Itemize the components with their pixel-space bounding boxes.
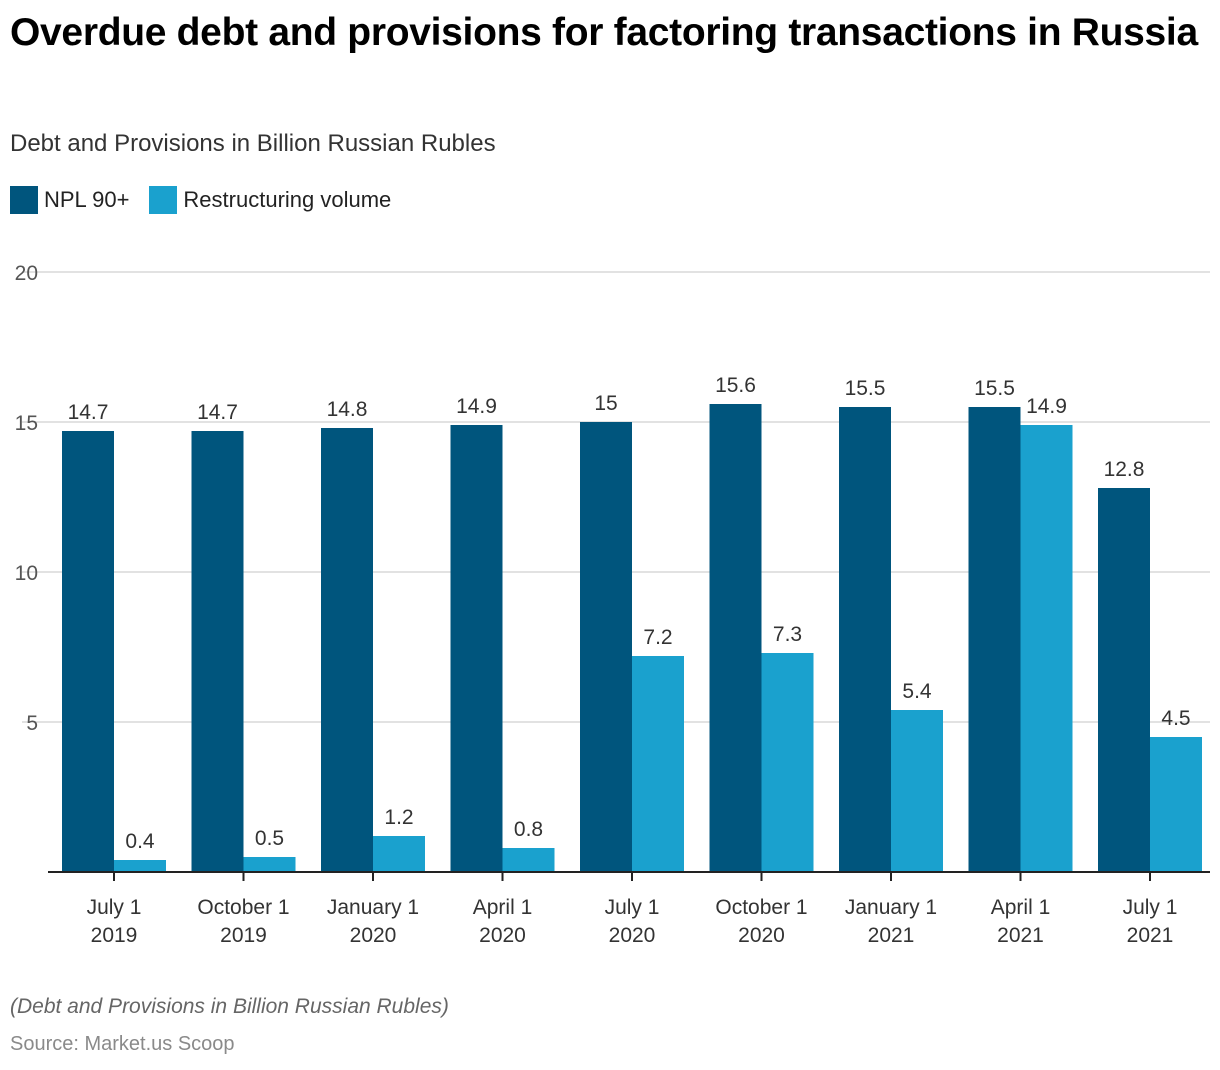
x-tick-label-year: 2021 xyxy=(997,924,1044,947)
data-label: 7.3 xyxy=(773,623,802,646)
x-tick-label-year: 2020 xyxy=(479,924,526,947)
bar-npl xyxy=(191,431,244,872)
chart-title: Overdue debt and provisions for factorin… xyxy=(10,11,1198,54)
bar-restructuring xyxy=(761,653,814,872)
bar-npl xyxy=(321,428,373,872)
bar-restructuring xyxy=(891,710,943,872)
bar-restructuring xyxy=(1150,737,1202,872)
data-label: 4.5 xyxy=(1161,707,1190,730)
data-label: 14.9 xyxy=(456,395,497,418)
y-tick-label: 15 xyxy=(15,412,38,435)
x-tick-label: January 1 xyxy=(327,896,419,919)
y-tick-label: 5 xyxy=(26,712,38,735)
data-label: 15 xyxy=(594,392,617,415)
y-tick-label: 10 xyxy=(15,562,38,585)
bar-restructuring xyxy=(114,860,166,872)
x-tick-label: April 1 xyxy=(473,896,533,919)
bar-restructuring xyxy=(632,656,684,872)
x-tick-label: July 1 xyxy=(87,896,142,919)
data-label: 5.4 xyxy=(902,680,932,703)
x-tick-label: October 1 xyxy=(197,896,289,919)
bar-npl xyxy=(580,422,632,872)
x-tick-label: October 1 xyxy=(715,896,807,919)
footer-note: (Debt and Provisions in Billion Russian … xyxy=(10,995,449,1018)
legend-item-restructuring[interactable]: Restructuring volume xyxy=(149,186,391,214)
data-label: 14.8 xyxy=(327,398,368,421)
bar-restructuring xyxy=(243,857,296,872)
data-label: 15.5 xyxy=(845,377,886,400)
legend-swatch-restructuring xyxy=(149,186,178,214)
bar-restructuring xyxy=(373,836,425,872)
data-label: 14.7 xyxy=(197,401,238,424)
data-label: 14.9 xyxy=(1026,395,1067,418)
bar-npl xyxy=(839,407,891,872)
x-tick-label-year: 2019 xyxy=(220,924,267,947)
x-tick-label-year: 2021 xyxy=(868,924,915,947)
source-text: Source: Market.us Scoop xyxy=(10,1033,235,1055)
bar-npl xyxy=(968,407,1021,872)
x-tick-label: July 1 xyxy=(605,896,660,919)
y-tick-label: 20 xyxy=(15,262,38,285)
bar-restructuring xyxy=(1020,425,1073,872)
x-tick-label-year: 2020 xyxy=(738,924,785,947)
data-label: 12.8 xyxy=(1104,458,1145,481)
bar-npl xyxy=(709,404,762,872)
data-label: 15.6 xyxy=(715,374,756,397)
legend-label-npl: NPL 90+ xyxy=(44,187,130,212)
x-tick-label: July 1 xyxy=(1123,896,1178,919)
data-label: 15.5 xyxy=(974,377,1015,400)
legend-swatch-npl xyxy=(10,186,38,214)
bar-npl xyxy=(62,431,114,872)
bar-npl xyxy=(450,425,503,872)
x-tick-label: April 1 xyxy=(991,896,1051,919)
data-label: 7.2 xyxy=(643,626,672,649)
legend-item-npl[interactable]: NPL 90+ xyxy=(10,186,129,214)
data-label: 0.4 xyxy=(125,830,155,853)
bar-restructuring xyxy=(502,848,555,872)
data-label: 1.2 xyxy=(384,806,413,829)
data-label: 0.5 xyxy=(255,827,284,850)
x-tick-label: January 1 xyxy=(845,896,937,919)
data-label: 14.7 xyxy=(68,401,109,424)
x-tick-label-year: 2021 xyxy=(1127,924,1174,947)
legend-label-restructuring: Restructuring volume xyxy=(183,187,392,212)
x-tick-label-year: 2020 xyxy=(609,924,656,947)
chart-subtitle: Debt and Provisions in Billion Russian R… xyxy=(10,130,496,157)
bar-npl xyxy=(1098,488,1150,872)
x-tick-label-year: 2020 xyxy=(350,924,397,947)
legend: NPL 90+ Restructuring volume xyxy=(10,186,411,214)
data-label: 0.8 xyxy=(514,818,543,841)
x-tick-label-year: 2019 xyxy=(91,924,138,947)
